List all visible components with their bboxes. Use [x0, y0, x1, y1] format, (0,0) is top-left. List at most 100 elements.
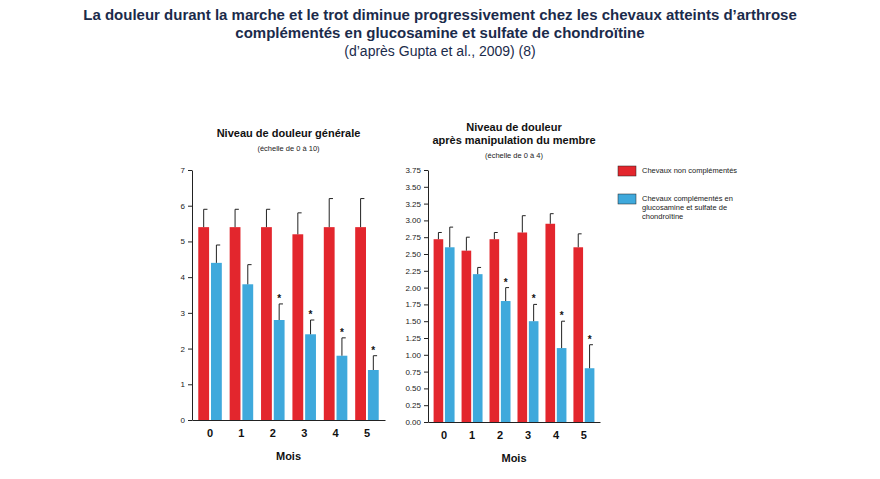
bar: [337, 356, 348, 420]
error-bar-stem: [329, 199, 330, 228]
error-bar-stem: [279, 304, 280, 320]
bar: [434, 239, 444, 422]
tick-mark: [424, 338, 428, 339]
error-bar-stem: [505, 288, 506, 301]
tick: 5: [181, 237, 192, 246]
tick-label: 7: [181, 166, 186, 175]
error-bar: [590, 345, 593, 369]
error-bar-stem: [247, 265, 248, 285]
tick-label: 1.00: [405, 351, 421, 360]
error-bar-cap: [235, 209, 239, 210]
tick: 0.00: [405, 418, 428, 427]
bar: [230, 227, 241, 420]
error-bar: [373, 356, 377, 370]
error-bar-stem: [533, 304, 534, 321]
y-axis: 01234567: [181, 166, 193, 425]
tick-label: 5: [364, 427, 370, 439]
chart-page: La douleur durant la marche et le trot d…: [0, 0, 880, 479]
tick-label: 3: [525, 429, 531, 441]
bar: [211, 263, 222, 420]
plot-area: [434, 214, 595, 422]
error-bar-cap: [298, 212, 302, 213]
error-bar: [216, 245, 220, 263]
tick-label: 0.50: [405, 384, 421, 393]
tick-label: 1.75: [405, 300, 421, 309]
significance-marker: *: [504, 277, 508, 288]
bar: [545, 224, 555, 422]
chart-subtitle: (échelle de 0 à 4): [485, 151, 543, 160]
error-bar-cap: [438, 232, 441, 233]
tick-mark: [188, 206, 192, 207]
error-bar-stem: [373, 356, 374, 370]
error-bar: [578, 234, 581, 247]
tick: 0.50: [405, 384, 428, 393]
bar: [324, 227, 335, 420]
error-bar-stem: [550, 214, 551, 224]
error-bar: [248, 265, 252, 285]
tick-mark: [424, 254, 428, 255]
error-bar-cap: [522, 215, 525, 216]
tick-mark: [188, 170, 192, 171]
significance-marker: *: [340, 327, 344, 338]
legend-swatch: [618, 194, 636, 204]
error-bar-stem: [235, 209, 236, 227]
tick-label: 3.75: [405, 166, 421, 175]
error-bar: [204, 209, 208, 227]
tick: 3.50: [405, 183, 428, 192]
tick: 2.50: [405, 250, 428, 259]
bar: [261, 227, 272, 420]
tick-label: 3: [301, 427, 307, 439]
tick-mark: [188, 420, 192, 421]
tick: 1.75: [405, 300, 428, 309]
tick-label: 3.25: [405, 200, 421, 209]
chart-title: après manipulation du membre: [432, 134, 595, 146]
annotations: ****: [277, 293, 375, 356]
tick-label: 3.50: [405, 183, 421, 192]
bar: [368, 370, 379, 420]
page-subtitle: (d’après Gupta et al., 2009) (8): [344, 43, 535, 59]
tick: 3.25: [405, 200, 428, 209]
tick-label: 6: [181, 202, 186, 211]
error-bar-stem: [310, 320, 311, 334]
error-bar-cap: [266, 209, 270, 210]
error-bar: [534, 304, 537, 321]
error-bar: [562, 321, 565, 348]
bar: [490, 239, 500, 422]
tick: 0: [207, 420, 213, 439]
tick-label: 2.50: [405, 250, 421, 259]
legend-label: Chevaux non complémentés: [642, 166, 737, 175]
tick-mark: [424, 388, 428, 389]
tick-label: 2.75: [405, 233, 421, 242]
error-bar: [329, 199, 333, 228]
tick: 5: [581, 422, 587, 441]
tick: 1: [181, 380, 192, 389]
error-bar: [279, 304, 283, 320]
legend-swatch: [618, 166, 636, 176]
bar: [355, 227, 366, 420]
error-bar-stem: [578, 234, 579, 247]
error-bar-cap: [494, 232, 497, 233]
tick: 1.50: [405, 317, 428, 326]
tick: 0.25: [405, 401, 428, 410]
tick: 2.75: [405, 233, 428, 242]
tick: 4: [333, 420, 340, 439]
tick: 0: [441, 422, 447, 441]
tick-label: 0.00: [405, 418, 421, 427]
tick: 1: [238, 420, 244, 439]
tick: 4: [553, 422, 560, 441]
error-bar-stem: [449, 227, 450, 247]
error-bar-stem: [494, 232, 495, 239]
error-bar: [361, 199, 365, 228]
tick-label: 0: [181, 416, 186, 425]
tick-label: 0: [207, 427, 213, 439]
significance-marker: *: [277, 293, 281, 304]
bar: [242, 284, 253, 420]
tick-label: 4: [181, 273, 186, 282]
error-bar: [235, 209, 239, 227]
error-bar-stem: [477, 267, 478, 274]
chart: Niveau de douleuraprès manipulation du m…: [405, 121, 737, 464]
page-title: La douleur durant la marche et le trot d…: [83, 6, 797, 23]
error-bar: [342, 338, 346, 356]
tick-mark: [424, 220, 428, 221]
tick-label: 2: [181, 345, 186, 354]
